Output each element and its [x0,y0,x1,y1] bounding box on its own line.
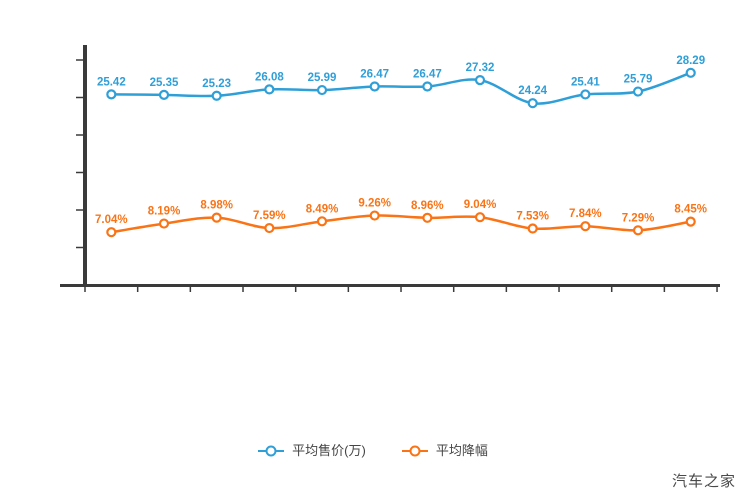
data-label: 26.08 [255,71,284,83]
data-label: 8.19% [148,206,181,218]
data-label: 7.04% [95,214,128,226]
y-axis [83,45,87,287]
data-label: 26.47 [413,68,442,80]
data-point-marker[interactable] [422,212,433,223]
data-point-marker[interactable] [264,222,275,234]
series-line [111,71,692,105]
data-point-marker[interactable] [527,223,538,234]
data-point-marker[interactable] [158,218,170,229]
data-point-marker[interactable] [685,67,696,78]
data-label: 8.49% [306,203,339,215]
data-label: 7.29% [622,212,655,224]
data-label: 8.45% [674,204,707,216]
data-point-marker[interactable] [369,210,380,221]
series-line [111,214,691,234]
data-point-marker[interactable] [580,221,591,232]
data-label: 24.24 [518,85,547,97]
legend: 平均售价(万) 平均降幅 [0,440,744,462]
data-point-marker[interactable] [474,74,486,86]
data-label: 28.29 [676,55,705,67]
legend-item-avg-price[interactable]: 平均售价(万) [256,440,366,462]
legend-item-avg-discount[interactable]: 平均降幅 [400,440,488,462]
data-point-marker[interactable] [632,86,644,97]
data-label: 9.26% [358,198,391,210]
data-label: 25.42 [97,76,126,88]
data-point-marker[interactable] [158,89,170,100]
data-label: 25.23 [202,78,231,90]
data-label: 7.53% [516,211,549,223]
data-point-marker[interactable] [685,216,696,227]
data-label: 8.98% [200,200,233,212]
data-label: 7.84% [569,208,602,220]
data-point-marker[interactable] [211,212,222,223]
data-label: 9.04% [464,199,497,211]
data-point-marker[interactable] [580,89,591,100]
series-0: 25.42 25.35 25.23 26.08 25.99 26.47 26.47 27.32… [97,55,705,109]
data-label: 25.41 [571,76,600,88]
watermark-autohome: 汽车之家 [671,473,736,490]
legend-marker-blue-icon [258,445,285,457]
data-point-marker[interactable] [527,98,538,109]
legend-label-avg-price: 平均售价(万) [292,443,366,458]
data-label: 25.79 [624,74,653,86]
data-point-marker[interactable] [369,81,380,92]
data-label: 25.35 [150,77,179,89]
data-point-marker[interactable] [264,84,275,95]
data-label: 7.59% [253,210,286,222]
data-point-marker[interactable] [106,89,117,100]
data-label: 27.32 [466,62,495,74]
data-point-marker[interactable] [422,81,433,92]
data-label: 8.96% [411,200,444,212]
data-point-marker[interactable] [106,227,117,238]
data-point-marker[interactable] [474,212,486,223]
data-point-marker[interactable] [316,216,328,227]
x-axis [60,284,720,287]
data-label: 26.47 [360,68,389,80]
legend-label-avg-discount: 平均降幅 [435,443,488,458]
legend-marker-orange-icon [401,445,428,457]
series-1: 7.04% 8.19% 8.98% 7.59% 8.49% 9.26% 8.96% 9.04%… [95,198,707,238]
data-point-marker[interactable] [632,225,644,236]
data-point-marker[interactable] [316,84,328,96]
data-label: 25.99 [308,72,337,84]
data-point-marker[interactable] [211,90,222,101]
